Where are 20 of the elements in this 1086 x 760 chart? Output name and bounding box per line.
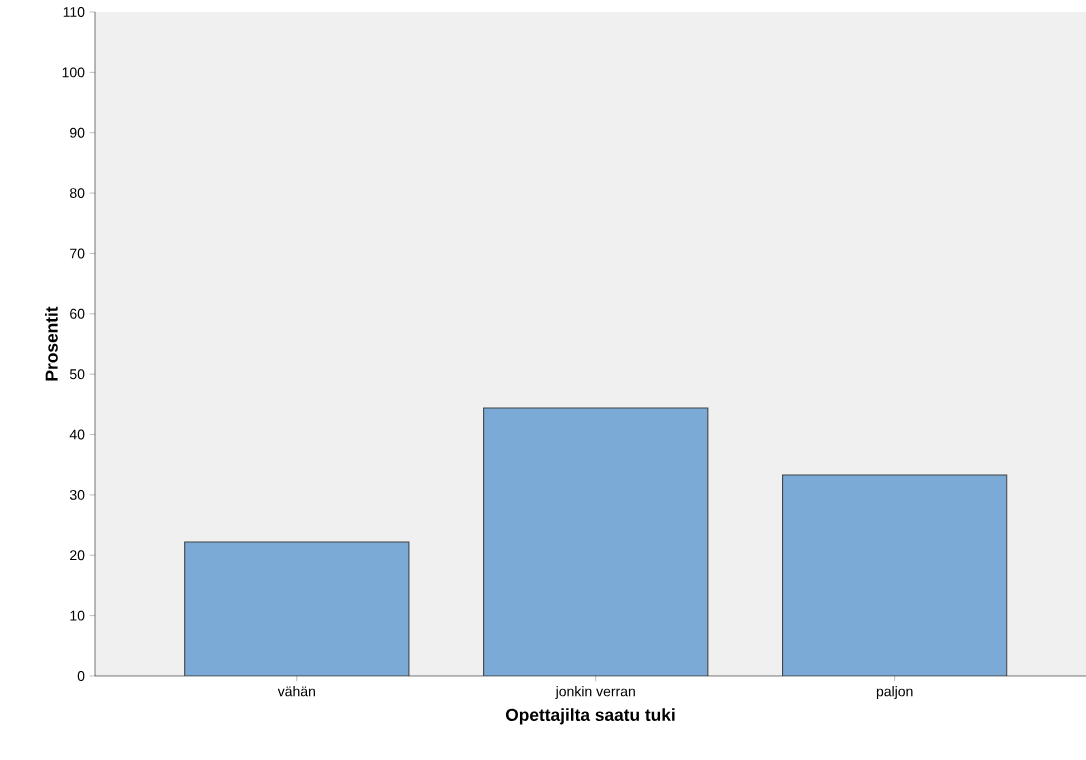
bar xyxy=(483,407,709,676)
y-tick-label: 30 xyxy=(69,489,85,500)
y-tick-label: 20 xyxy=(70,550,85,561)
y-tick-label: 100 xyxy=(62,67,85,78)
x-tick-label: vähän xyxy=(277,686,315,697)
bar xyxy=(184,541,410,676)
y-tick-label: 70 xyxy=(70,248,85,259)
bar xyxy=(782,474,1008,676)
y-tick-label: 110 xyxy=(63,7,85,17)
x-tick-label: jonkin verran xyxy=(555,686,635,700)
y-tick-label: 60 xyxy=(70,308,85,319)
y-tick-label: 40 xyxy=(69,429,85,440)
y-tick-label: 90 xyxy=(70,127,85,138)
x-axis-title: Opettajilta saatu tuki xyxy=(505,708,675,725)
y-axis-title: Prosentit xyxy=(45,306,58,381)
y-tick-label: 0 xyxy=(77,671,85,681)
x-tick-label: paljon xyxy=(876,686,913,700)
y-tick-label: 80 xyxy=(70,188,85,199)
y-tick-label: 10 xyxy=(70,610,85,621)
y-tick-label: 50 xyxy=(69,369,85,380)
